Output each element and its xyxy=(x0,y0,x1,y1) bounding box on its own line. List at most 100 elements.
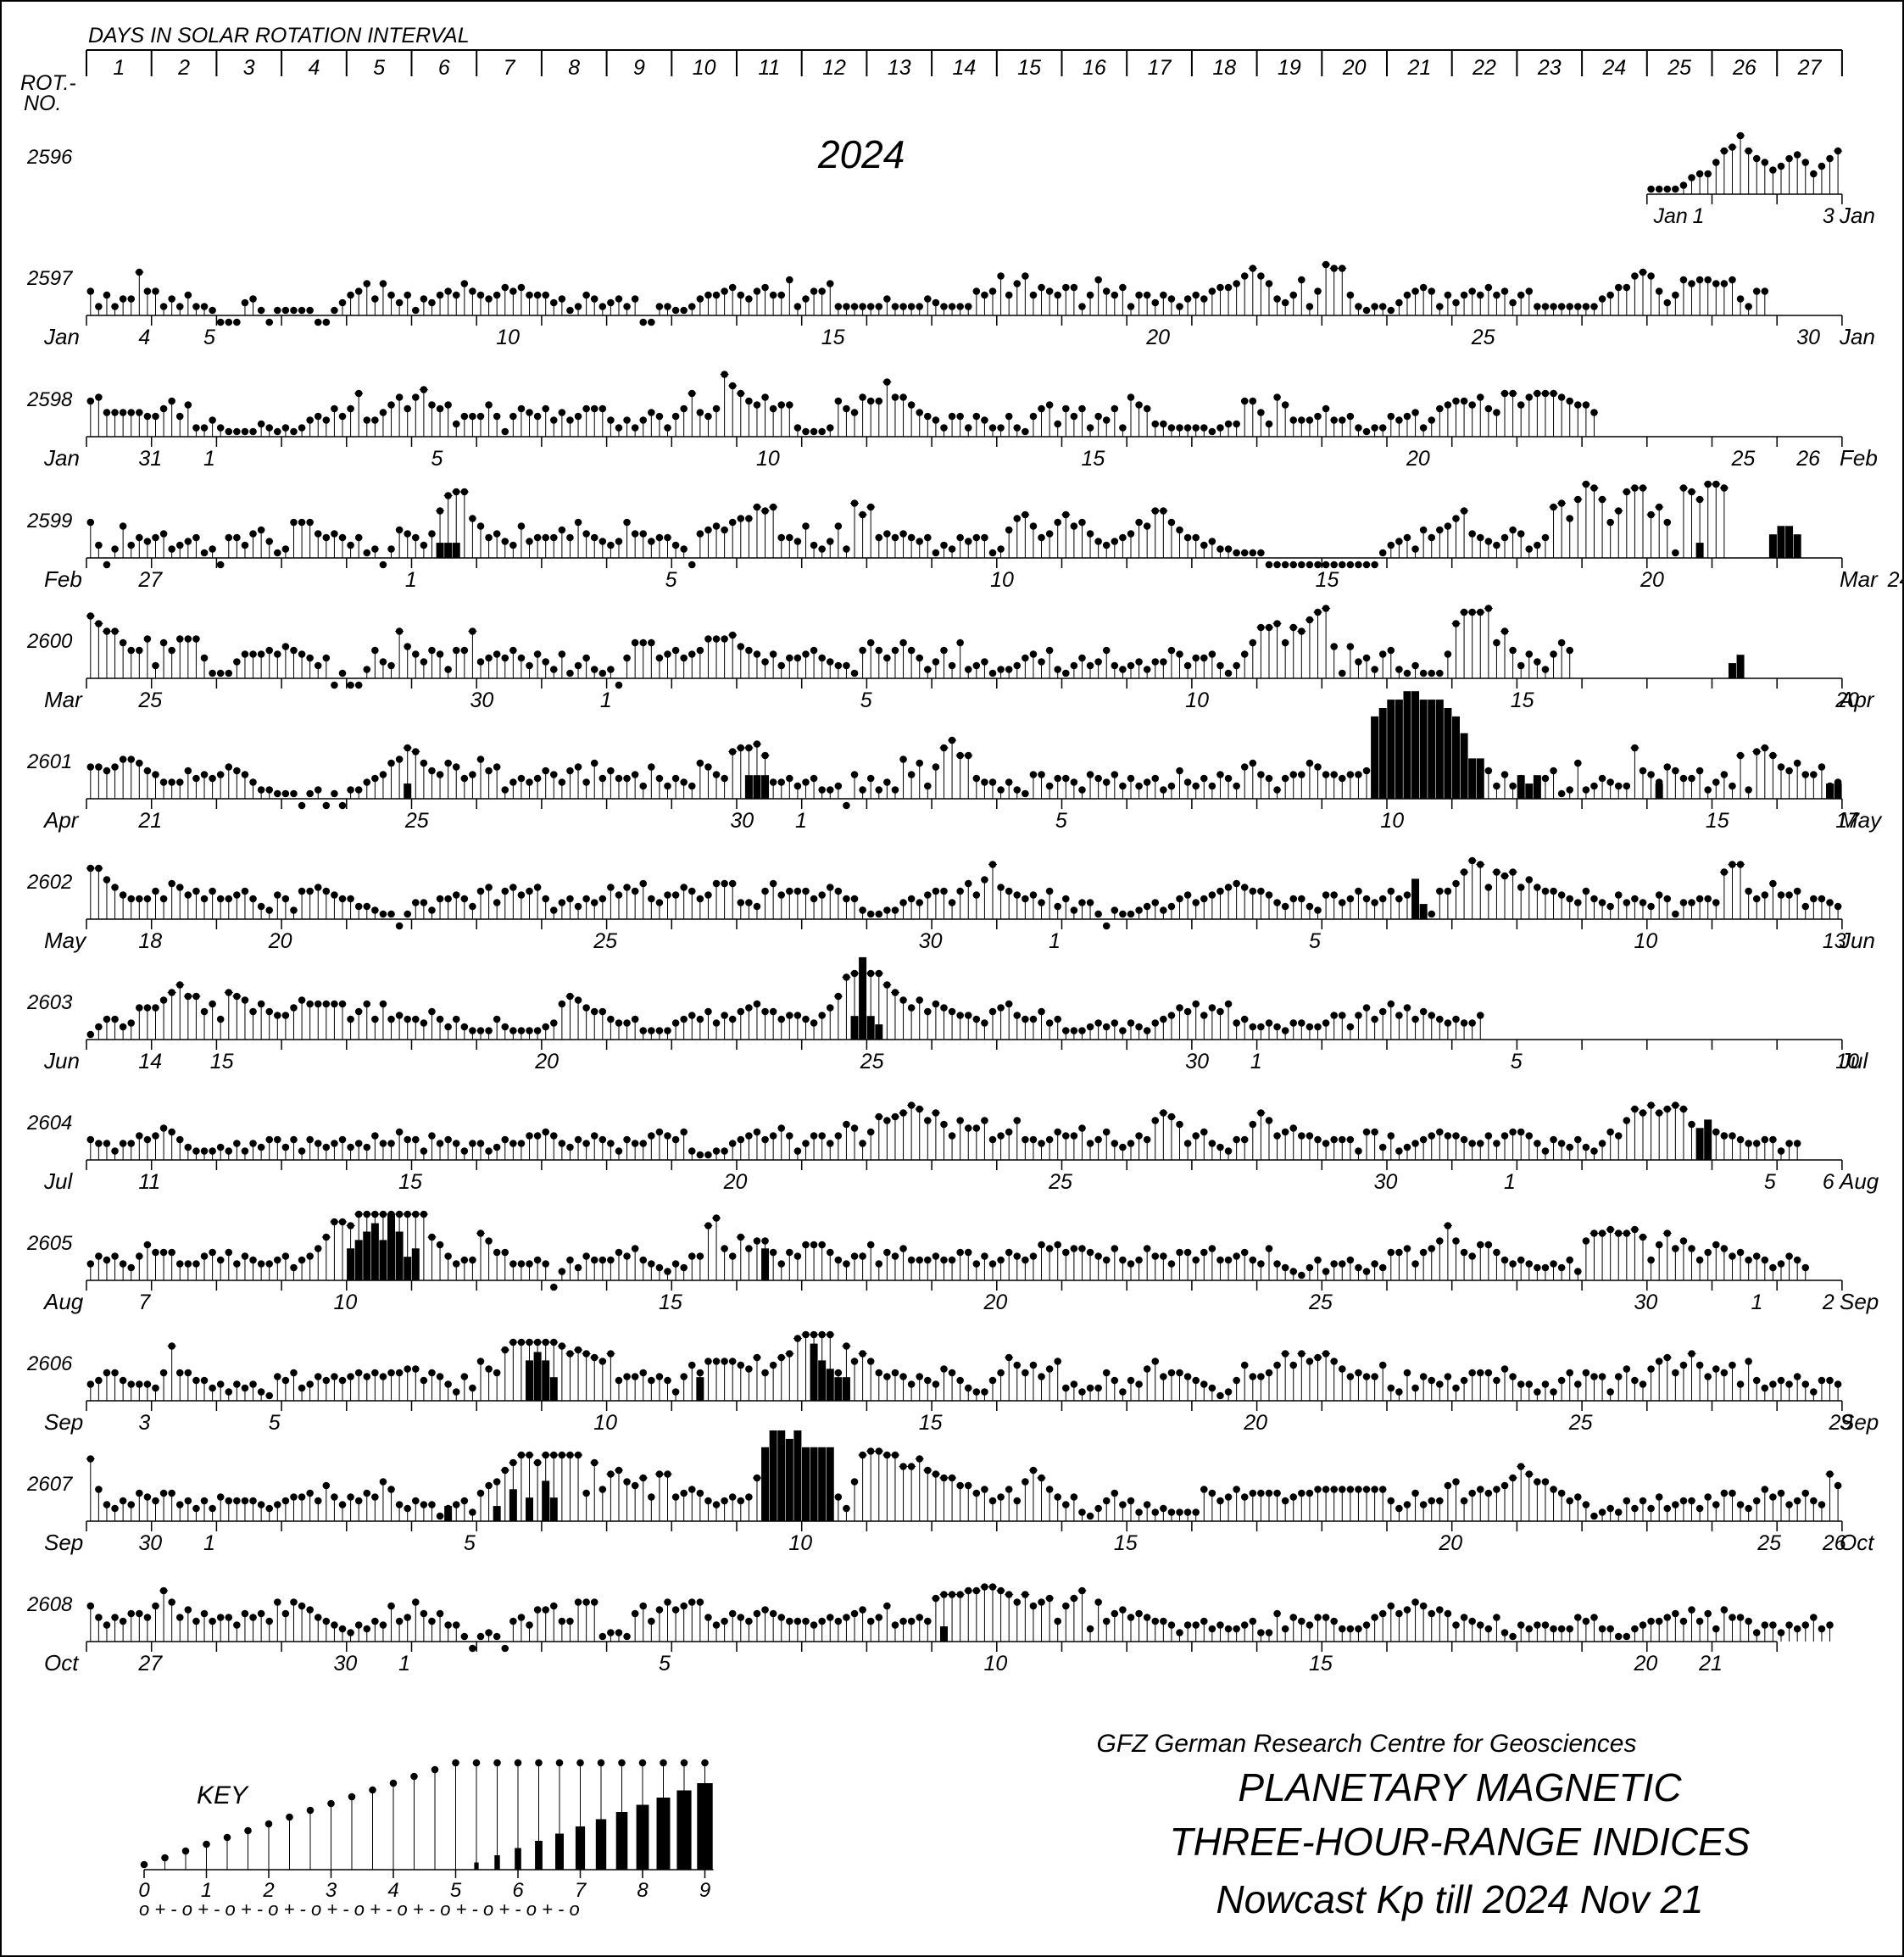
kp-dot xyxy=(1362,767,1371,775)
kp-dot xyxy=(103,409,111,416)
kp-dot xyxy=(1061,895,1070,903)
kp-dot xyxy=(379,409,387,416)
kp-storm-bar xyxy=(761,775,770,799)
kp-dot xyxy=(1493,291,1500,299)
kp-dot xyxy=(542,767,549,775)
kp-dot xyxy=(469,902,476,911)
kp-dot xyxy=(1452,397,1460,405)
kp-dot xyxy=(1127,1140,1135,1147)
kp-dot xyxy=(1249,1120,1257,1129)
kp-dot xyxy=(916,996,924,1004)
kp-dot xyxy=(1086,1384,1094,1392)
kp-dot xyxy=(802,1015,810,1023)
kp-dot xyxy=(737,1361,745,1369)
kp-dot xyxy=(209,1384,216,1392)
kp-dot xyxy=(411,1135,420,1144)
kp-dot xyxy=(1346,1256,1355,1264)
kp-dot xyxy=(1183,891,1192,899)
kp-dot xyxy=(152,412,159,421)
kp-dot xyxy=(728,748,737,755)
kp-dot xyxy=(802,295,810,303)
kp-dot xyxy=(314,661,322,670)
kp-storm-bar xyxy=(1403,691,1411,799)
kp-dot xyxy=(1411,287,1419,295)
kp-dot xyxy=(493,1143,501,1151)
kp-dot xyxy=(1022,895,1029,903)
kp-dot xyxy=(493,650,501,658)
kp-dot xyxy=(1249,1373,1257,1380)
kp-dot xyxy=(404,1015,412,1023)
kp-dot xyxy=(850,771,859,778)
date-label: 25 xyxy=(1568,1411,1593,1435)
kp-dot xyxy=(306,1000,314,1008)
kp-dot xyxy=(1200,774,1208,783)
kp-dot xyxy=(136,895,143,903)
kp-dot xyxy=(1468,1369,1476,1377)
rotation-number: 2599 xyxy=(26,510,72,532)
kp-dot xyxy=(1338,560,1346,569)
kp-dot xyxy=(761,1135,769,1144)
kp-dot xyxy=(1614,891,1623,899)
kp-dot xyxy=(1761,1256,1769,1264)
kp-dot xyxy=(1688,1350,1695,1358)
kp-dot xyxy=(598,1007,607,1016)
kp-dot xyxy=(1769,751,1777,760)
kp-dot xyxy=(1672,549,1679,557)
date-label: Jan xyxy=(1652,204,1687,228)
date-label: 7 xyxy=(138,1291,151,1314)
kp-dot xyxy=(1127,1260,1135,1268)
kp-dot xyxy=(875,646,883,655)
kp-dot xyxy=(1038,658,1045,666)
kp-dot xyxy=(1273,560,1281,569)
kp-dot xyxy=(883,1451,891,1459)
kp-dot xyxy=(143,1380,152,1388)
date-label: 13 xyxy=(1823,929,1846,953)
kp-dot xyxy=(216,1380,225,1388)
kp-dot xyxy=(1419,283,1428,292)
kp-dot xyxy=(680,306,688,315)
kp-dot xyxy=(1054,291,1062,299)
kp-dot xyxy=(1160,507,1167,515)
kp-dot xyxy=(1200,424,1208,432)
kp-dot xyxy=(607,541,615,549)
kp-dot xyxy=(119,1497,127,1505)
kp-dot xyxy=(1534,1140,1541,1147)
kp-dot xyxy=(598,895,607,903)
kp-dot xyxy=(721,1012,728,1019)
kp-dot xyxy=(363,1373,371,1380)
kp-dot xyxy=(1436,887,1444,895)
kp-dot xyxy=(1468,1252,1476,1260)
date-label: 5 xyxy=(1309,929,1321,953)
kp-dot xyxy=(1574,303,1582,310)
kp-dot xyxy=(241,996,249,1004)
kp-dot xyxy=(1176,424,1183,432)
kp-dot xyxy=(111,545,119,553)
kp-dot xyxy=(485,767,493,775)
kp-dot xyxy=(1476,393,1484,401)
kp-dot xyxy=(1484,404,1493,413)
kp-dot xyxy=(127,541,136,549)
kp-storm-bar xyxy=(818,1360,827,1401)
kp-dot xyxy=(1444,650,1452,658)
date-label: 5 xyxy=(1511,1050,1523,1073)
kp-dot xyxy=(1289,1268,1298,1275)
kp-dot xyxy=(1493,638,1500,647)
kp-dot xyxy=(1005,1128,1013,1136)
kp-dot xyxy=(233,658,241,666)
kp-dot xyxy=(1135,1023,1143,1031)
kp-dot xyxy=(175,1369,184,1377)
row-end-month: Sep xyxy=(1840,1409,1879,1435)
kp-dot xyxy=(103,560,111,569)
kp-dot xyxy=(1590,1147,1598,1155)
kp-dot xyxy=(420,1501,428,1508)
kp-dot xyxy=(322,1376,331,1385)
kp-dot xyxy=(501,538,509,545)
kp-dot xyxy=(1387,887,1395,895)
kp-dot xyxy=(314,318,322,326)
kp-dot xyxy=(997,666,1005,673)
kp-dot xyxy=(460,774,469,783)
kp-dot xyxy=(574,412,582,421)
kp-dot xyxy=(225,1388,233,1396)
kp-dot xyxy=(1338,1260,1346,1268)
